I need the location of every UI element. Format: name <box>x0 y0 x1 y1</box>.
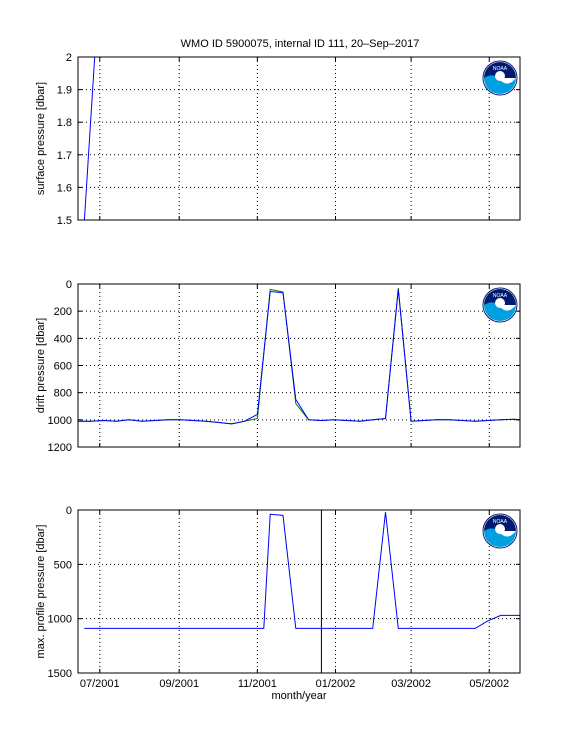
figure-title: WMO ID 5900075, internal ID 111, 20–Sep–… <box>181 38 420 50</box>
y-axis-label: surface pressure [dbar] <box>35 82 47 195</box>
noaa-logo-text: NOAA <box>493 293 508 299</box>
series-line-blue <box>83 57 520 220</box>
x-tick-label: 07/2001 <box>80 678 120 690</box>
noaa-logo: NOAA <box>482 513 518 549</box>
x-tick-label: 05/2002 <box>469 678 509 690</box>
series-group <box>83 57 520 220</box>
y-tick-label: 1500 <box>48 668 72 680</box>
series-group <box>84 512 520 629</box>
y-tick-label: 1000 <box>48 415 72 427</box>
x-axis-label: month/year <box>271 690 326 702</box>
series-line-blue <box>84 512 520 629</box>
noaa-logo: NOAA <box>482 287 518 323</box>
y-tick-label: 1.8 <box>57 117 72 129</box>
y-tick-label: 2 <box>66 52 72 64</box>
y-tick-label: 500 <box>54 559 72 571</box>
plot-area <box>78 510 520 673</box>
y-tick-label: 800 <box>54 388 72 400</box>
x-tick-label: 01/2002 <box>316 678 356 690</box>
chart-panel-1: 1.5 1.6 1.7 1.8 1.9 2 surface pressure [dbar] N… <box>35 52 521 227</box>
axes-frame <box>77 56 521 221</box>
y-tick-label: 400 <box>54 333 72 345</box>
x-tick-label: 11/2001 <box>238 678 277 690</box>
y-tick-label: 1200 <box>48 442 72 454</box>
noaa-logo: NOAA <box>482 60 518 96</box>
y-tick-label: 1.5 <box>57 215 72 227</box>
y-tick-label: 1.6 <box>57 182 72 194</box>
y-axis-label: drift pressure [dbar] <box>35 318 47 413</box>
plot-area <box>78 57 520 220</box>
chart-panel-2: 0 200 400 600 800 1000 1200 drift pressure [dba… <box>35 279 521 454</box>
y-tick-label: 600 <box>54 361 72 373</box>
noaa-logo-text: NOAA <box>493 66 508 72</box>
y-tick-label: 200 <box>54 306 72 318</box>
x-tick-label: 09/2001 <box>159 678 199 690</box>
chart-panel-3: 07/2001 09/2001 11/2001 01/2002 03/2002 05/20… <box>35 505 521 702</box>
series-line-blue <box>78 289 520 425</box>
y-axis-label: max. profile pressure [dbar] <box>35 525 47 659</box>
y-tick-label: 1.9 <box>57 85 72 97</box>
series-group <box>78 288 520 425</box>
x-tick-label: 03/2002 <box>391 678 431 690</box>
y-tick-label: 0 <box>66 505 72 517</box>
noaa-logo-text: NOAA <box>493 519 508 525</box>
y-tick-label: 1.7 <box>57 150 72 162</box>
y-tick-label: 1000 <box>48 614 72 626</box>
axes-frame <box>77 509 521 674</box>
y-tick-label: 0 <box>66 279 72 291</box>
